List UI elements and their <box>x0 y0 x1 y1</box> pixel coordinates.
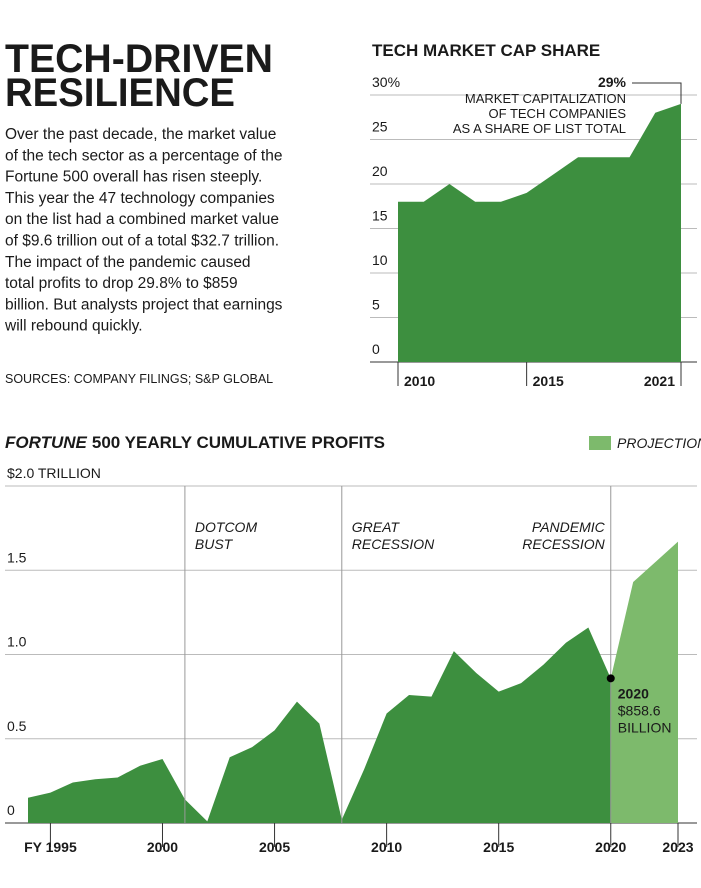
y-tick-label: 0 <box>372 341 380 357</box>
area <box>28 627 611 823</box>
y-tick-label: 10 <box>372 252 388 268</box>
body-text: of $9.6 trillion out of a total $32.7 tr… <box>5 233 279 250</box>
point-label: $858.6 <box>618 702 661 718</box>
x-tick-label: 2015 <box>483 839 514 855</box>
headline: TECH-DRIVEN <box>5 37 273 81</box>
annotation-value: 29% <box>598 74 627 90</box>
point-label: BILLION <box>618 719 672 735</box>
body-text: The impact of the pandemic caused <box>5 254 251 271</box>
chart-title: TECH MARKET CAP SHARE <box>372 41 600 60</box>
chart-title: FORTUNE 500 YEARLY CUMULATIVE PROFITS <box>5 433 385 452</box>
headline: RESILIENCE <box>5 71 235 115</box>
body-text: Fortune 500 overall has risen steeply. <box>5 169 262 186</box>
x-tick-label: 2020 <box>595 839 626 855</box>
body-text: on the list had a combined market value <box>5 211 279 228</box>
y-tick-label: 5 <box>372 297 380 313</box>
event-label: RECESSION <box>352 536 435 552</box>
annotation-text: MARKET CAPITALIZATION <box>465 91 626 106</box>
y-tick-label: 15 <box>372 208 388 224</box>
area <box>398 103 681 363</box>
event-label: BUST <box>195 536 234 552</box>
body-text: This year the 47 technology companies <box>5 190 275 207</box>
event-label: DOTCOM <box>195 519 258 535</box>
event-label: PANDEMIC <box>532 519 606 535</box>
area <box>610 541 678 823</box>
y-tick-label: 0.5 <box>7 718 27 734</box>
title-part: 500 YEARLY CUMULATIVE PROFITS <box>92 433 385 452</box>
event-label: RECESSION <box>522 536 605 552</box>
point-label: 2020 <box>618 685 649 701</box>
y-tick-label: 25 <box>372 119 388 135</box>
body-text: of the tech sector as a percentage of th… <box>5 147 282 164</box>
y-tick-label: $2.0 TRILLION <box>7 465 101 481</box>
body-text: Over the past decade, the market value <box>5 126 276 143</box>
x-tick-label: FY 1995 <box>24 839 77 855</box>
x-tick-label: 2000 <box>147 839 178 855</box>
legend-label: PROJECTION <box>617 435 701 451</box>
y-tick-label: 20 <box>372 163 388 179</box>
event-label: GREAT <box>352 519 401 535</box>
title-part: FORTUNE <box>5 433 88 452</box>
legend-swatch <box>589 436 611 450</box>
body-text: will rebound quickly. <box>4 318 143 335</box>
y-tick-label: 30% <box>372 74 400 90</box>
annotation-text: OF TECH COMPANIES <box>489 106 627 121</box>
source: SOURCES: COMPANY FILINGS; S&P GLOBAL <box>5 372 273 386</box>
leader-line <box>632 82 682 104</box>
y-tick-label: 0 <box>7 802 15 818</box>
annotation-text: AS A SHARE OF LIST TOTAL <box>453 121 626 136</box>
x-tick-label: 2010 <box>371 839 402 855</box>
body-text: billion. But analysts project that earni… <box>5 296 283 313</box>
body-text: total profits to drop 29.8% to $859 <box>5 275 238 292</box>
x-tick-label: 2023 <box>662 839 693 855</box>
x-tick-label: 2015 <box>533 373 564 389</box>
y-tick-label: 1.0 <box>7 634 27 650</box>
y-tick-label: 1.5 <box>7 549 27 565</box>
x-tick-label: 2010 <box>404 373 435 389</box>
x-tick-label: 2021 <box>644 373 675 389</box>
point <box>606 674 615 683</box>
x-tick-label: 2005 <box>259 839 290 855</box>
